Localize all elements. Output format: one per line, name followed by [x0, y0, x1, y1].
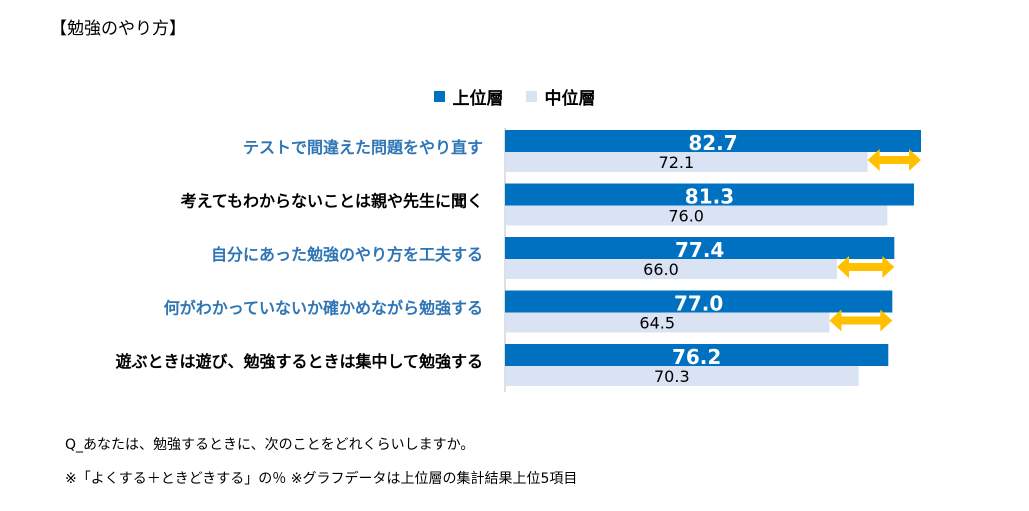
- gap-arrow: [836, 256, 895, 278]
- value-label-middle: 72.1: [659, 153, 695, 172]
- chart-legend: 上位層 中位層: [0, 84, 1029, 109]
- value-label-middle: 70.3: [654, 367, 690, 386]
- value-label-upper: 76.2: [672, 345, 721, 369]
- category-label: 何がわかっていないか確かめながら勉強する: [164, 299, 483, 318]
- bar-upper: [505, 290, 893, 313]
- value-label-upper: 77.4: [675, 238, 724, 262]
- category-label: 自分にあった勉強のやり方を工夫する: [211, 245, 483, 264]
- category-label: 遊ぶときは遊び、勉強するときは集中して勉強する: [115, 352, 483, 371]
- value-label-middle: 66.0: [643, 260, 679, 279]
- bar-upper: [505, 344, 889, 366]
- value-label-upper: 77.0: [674, 292, 723, 316]
- page-title: 【勉強のやり方】: [50, 19, 186, 39]
- bar-middle: [505, 150, 868, 172]
- bar-middle: [505, 364, 859, 386]
- gap-arrow: [867, 149, 921, 171]
- bar-upper: [505, 130, 921, 152]
- value-label-upper: 82.7: [688, 131, 737, 155]
- bar-middle: [505, 203, 888, 226]
- footnote-note: ※「よくする＋ときどきする」の％ ※グラフデータは上位層の集計結果上位5項目: [65, 471, 578, 487]
- bar-middle: [505, 310, 830, 333]
- bar-upper: [505, 237, 895, 259]
- gap-arrow: [829, 309, 893, 332]
- legend-label-upper: 上位層: [452, 89, 504, 109]
- category-label: テストで間違えた問題をやり直す: [243, 138, 483, 157]
- bar-middle: [505, 257, 837, 279]
- legend-label-middle: 中位層: [544, 89, 596, 109]
- legend-swatch-middle: [525, 91, 537, 102]
- footnote-question: Q_あなたは、勉強するときに、次のことをどれくらいしますか。: [65, 437, 475, 453]
- bar-upper: [505, 183, 914, 206]
- legend-item-middle: 中位層: [525, 84, 596, 109]
- legend-swatch-upper: [433, 91, 445, 102]
- value-label-middle: 76.0: [668, 207, 704, 226]
- category-label: 考えてもわからないことは親や先生に聞く: [181, 192, 483, 211]
- value-label-upper: 81.3: [685, 185, 734, 209]
- value-label-middle: 64.5: [639, 314, 675, 333]
- legend-item-upper: 上位層: [433, 84, 504, 109]
